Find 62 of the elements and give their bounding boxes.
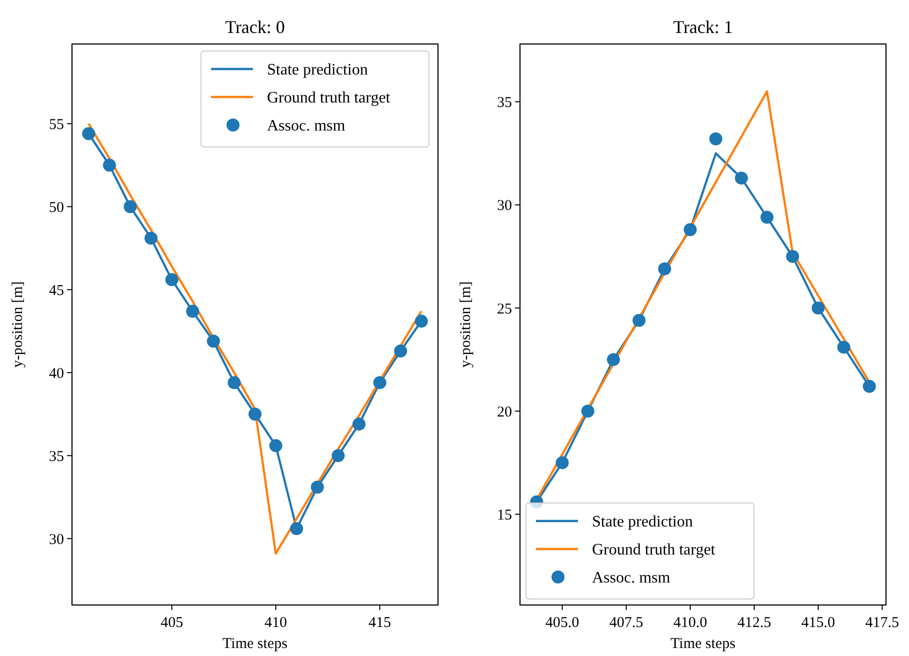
x-tick-label: 410.0 [673,615,708,631]
point [228,376,241,390]
point [632,314,646,327]
point [290,522,304,536]
point [862,380,876,393]
x-tick-label: 412.5 [737,615,772,631]
point [352,418,366,431]
legend-label: Assoc. msm [592,570,671,587]
point [658,262,672,276]
y-tick-label: 25 [497,301,512,318]
y-tick-label: 30 [497,198,512,214]
y-tick-label: 50 [49,200,64,216]
x-axis-title: Time steps [670,636,736,652]
y-axis-title: y-position [m] [10,281,26,368]
y-tick-label: 20 [497,404,512,420]
point [186,304,200,318]
x-tick-label: 405 [160,615,184,631]
point [206,334,220,348]
point [786,250,800,263]
point [606,353,620,366]
point [165,273,178,286]
point [414,314,428,328]
x-tick-label: 415.0 [801,615,836,631]
point [332,449,345,462]
point [269,439,282,452]
point [82,127,96,140]
point [709,132,722,146]
point [760,210,774,224]
point [102,158,116,172]
x-tick-label: 417.5 [865,615,900,631]
y-tick-label: 15 [497,508,512,524]
x-tick-label: 407.5 [609,615,644,631]
point [144,232,158,245]
y-tick-label: 40 [49,366,64,382]
point [248,408,262,421]
point [556,456,569,470]
point [734,172,748,185]
chart-title: Track: 1 [673,17,733,37]
legend-label: Ground truth target [267,90,391,107]
point [373,376,386,390]
x-tick-label: 410 [264,615,288,631]
y-tick-label: 35 [49,448,64,465]
point [581,404,594,418]
chart-title: Track: 0 [225,17,285,37]
legend-label: Assoc. msm [267,118,346,135]
legend-label: Ground truth target [592,542,716,559]
y-tick-label: 45 [49,282,64,299]
x-axis-title: Time steps [222,636,288,652]
point [124,200,137,214]
point [837,340,850,354]
point [684,223,697,236]
x-tick-label: 405.0 [545,615,580,631]
point [394,344,408,358]
legend-label: State prediction [592,514,693,531]
x-tick-label: 415 [368,615,392,631]
y-axis-title: y-position [m] [458,281,474,368]
y-tick-label: 55 [49,116,64,133]
point [812,302,825,314]
legend-label: State prediction [267,62,368,79]
y-tick-label: 30 [49,532,64,548]
point [310,480,324,494]
y-tick-label: 35 [497,95,512,111]
